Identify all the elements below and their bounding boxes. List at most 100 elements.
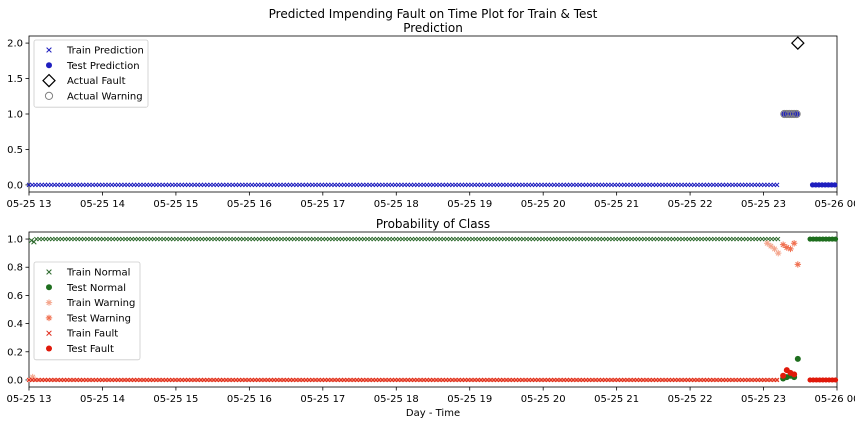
data-point: [29, 373, 36, 381]
x-tick-label: 05-25 19: [447, 199, 492, 210]
legend-marker: [42, 73, 56, 88]
legend-box: [33, 261, 141, 361]
y-tick-label: 0.0: [7, 180, 23, 191]
y-tick-label: 1.0: [7, 110, 23, 121]
probability-x-axis-label: Day - Time: [406, 408, 460, 419]
probability-axes-frame: [28, 231, 838, 388]
legend-box: [33, 39, 149, 108]
x-tick-label: 05-25 16: [227, 199, 272, 210]
x-tick-label: 05-25 13: [7, 199, 52, 210]
legend-label: Train Normal: [66, 268, 130, 279]
series-train-fault: [26, 377, 780, 383]
x-tick-label: 05-25 13: [7, 394, 52, 405]
x-tick-label: 05-25 20: [521, 394, 566, 405]
data-point: [792, 109, 801, 119]
data-point: [767, 242, 775, 250]
probability-panel: Probability of Class 0.00.20.40.60.81.0 …: [7, 217, 855, 419]
series-actual-warning: [780, 109, 801, 119]
prediction-title: Prediction: [403, 21, 463, 35]
x-tick-label: 05-25 22: [668, 199, 713, 210]
prediction-panel: Prediction 0.00.51.01.52.0 05-25 13 05-25…: [7, 21, 855, 210]
x-tick-label: 05-25 21: [594, 199, 639, 210]
data-point: [775, 236, 781, 242]
data-point: [783, 244, 791, 251]
x-tick-label: 05-26 00: [815, 199, 855, 210]
data-point: [780, 372, 787, 379]
legend-label: Test Warning: [66, 313, 131, 324]
probability-x-axis: 05-25 13 05-25 14 05-25 15 05-25 16 05-25 17…: [7, 387, 855, 405]
series-test-warning: [779, 240, 838, 382]
series-test-prediction: [781, 111, 838, 188]
data-point: [832, 236, 839, 242]
data-point: [832, 182, 838, 188]
data-point: [790, 109, 799, 119]
legend-label: Train Fault: [66, 329, 118, 340]
x-tick-label: 05-25 20: [521, 199, 566, 210]
legend-marker: [46, 345, 52, 352]
data-point: [790, 240, 798, 247]
x-tick-label: 05-25 18: [374, 199, 419, 210]
data-point: [31, 239, 37, 245]
x-tick-label: 05-25 23: [741, 199, 786, 210]
y-tick-label: 2.0: [7, 39, 23, 50]
data-point: [787, 245, 794, 253]
x-tick-label: 05-25 19: [447, 394, 492, 405]
probability-legend: Train Normal Test Normal Train Warning Test…: [33, 261, 141, 361]
y-tick-label: 0.0: [7, 375, 23, 386]
legend-marker: [45, 314, 53, 322]
y-tick-label: 0.5: [7, 145, 23, 156]
data-point: [774, 377, 780, 383]
data-point: [794, 355, 801, 362]
probability-y-axis: 0.0 0.2 0.4 0.6 0.8 1.0: [7, 235, 29, 386]
data-point: [775, 249, 782, 257]
series-actual-fault: [790, 36, 805, 50]
prediction-x-axis: 05-25 13 05-25 14 05-25 15 05-25 16 05-25 17…: [7, 192, 855, 210]
legend-label: Train Prediction: [66, 46, 144, 57]
legend-label: Test Fault: [66, 344, 114, 355]
legend-marker: [46, 330, 52, 336]
probability-marks: [26, 236, 839, 383]
x-tick-label: 05-25 22: [668, 394, 713, 405]
data-point: [794, 261, 802, 268]
series-test-fault: [780, 367, 839, 383]
y-tick-label: 0.8: [7, 263, 23, 274]
legend-marker: [46, 284, 52, 291]
legend-marker: [46, 62, 52, 69]
x-tick-label: 05-25 17: [300, 199, 345, 210]
y-tick-label: 0.6: [7, 291, 23, 302]
y-tick-label: 0.4: [7, 319, 23, 330]
x-tick-label: 05-25 16: [227, 394, 272, 405]
prediction-legend: Train Prediction Test Prediction Actual Fa…: [33, 39, 149, 108]
x-tick-label: 05-25 15: [153, 199, 198, 210]
x-tick-label: 05-25 15: [153, 394, 198, 405]
legend-marker: [45, 299, 53, 306]
legend-label: Test Prediction: [66, 61, 140, 72]
prediction-marks: [26, 36, 838, 188]
data-point: [787, 109, 796, 119]
prediction-axes-frame: [28, 35, 838, 193]
data-point: [791, 371, 798, 378]
series-train-prediction: [26, 182, 780, 188]
x-tick-label: 05-25 21: [594, 394, 639, 405]
data-point: [774, 182, 780, 188]
legend-marker: [46, 269, 52, 275]
prediction-y-axis: 0.0 0.5 1.0 1.5 2.0: [7, 39, 29, 191]
y-tick-label: 0.2: [7, 347, 23, 358]
figure-title: Predicted Impending Fault on Time Plot f…: [269, 7, 598, 21]
legend-label: Actual Warning: [67, 91, 143, 102]
data-point: [832, 377, 839, 383]
y-tick-label: 1.5: [7, 74, 23, 85]
data-point: [790, 36, 805, 50]
x-tick-label: 05-25 23: [741, 394, 786, 405]
y-tick-label: 1.0: [7, 235, 23, 246]
legend-marker: [44, 91, 54, 101]
probability-title: Probability of Class: [376, 217, 490, 231]
x-tick-label: 05-25 14: [80, 199, 125, 210]
data-point: [764, 240, 771, 247]
legend-label: Train Warning: [66, 298, 135, 309]
legend-marker: [46, 47, 52, 53]
x-tick-label: 05-26 00: [815, 394, 855, 405]
data-point: [779, 241, 787, 248]
x-tick-label: 05-25 18: [374, 394, 419, 405]
